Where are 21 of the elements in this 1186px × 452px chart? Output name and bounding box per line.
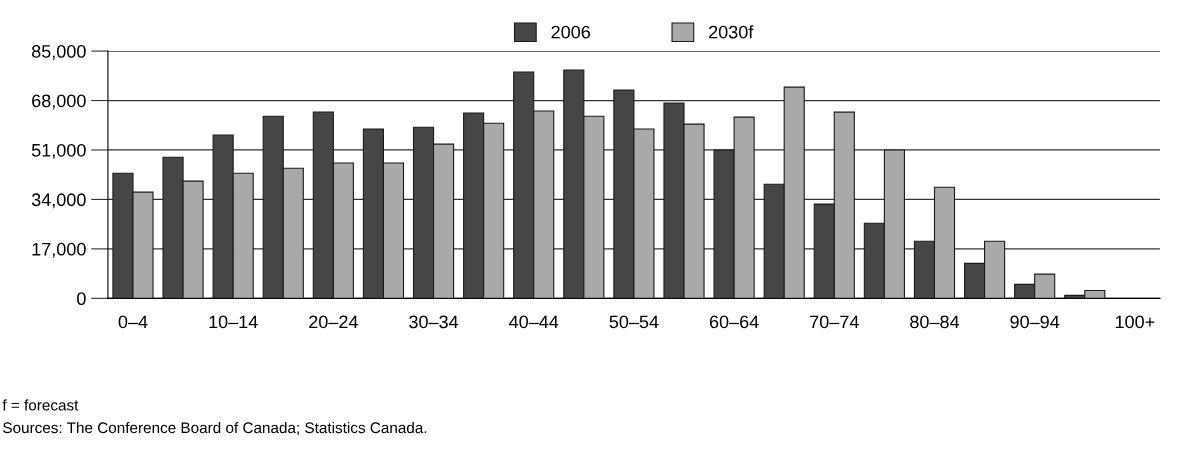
- x-tick-label: 30–34: [409, 315, 459, 329]
- x-tick-label: 10–14: [209, 315, 258, 329]
- x-tick-label: 60–64: [709, 315, 759, 329]
- y-tick-label: 34,000: [31, 193, 86, 209]
- x-tick-label: 50–54: [609, 315, 659, 329]
- y-tick-label: 0: [77, 292, 86, 306]
- legend-label: 2030f: [709, 25, 754, 39]
- x-tick-label: 40–44: [509, 315, 559, 329]
- legend-label: 2006: [551, 25, 590, 39]
- x-tick-label: 80–84: [910, 315, 960, 329]
- y-tick-label: 51,000: [31, 143, 86, 159]
- x-tick-label: 90–94: [1010, 315, 1060, 329]
- y-tick-label: 68,000: [32, 94, 86, 110]
- x-tick-label: 100+: [1115, 315, 1155, 329]
- x-tick-label: 20–24: [309, 315, 358, 329]
- x-tick-label: 70–74: [810, 315, 859, 329]
- y-tick-label: 85,000: [31, 45, 86, 60]
- y-tick-label: 17,000: [32, 242, 86, 258]
- text: f = forecast: [2, 399, 79, 411]
- x-tick-label: 0–4: [118, 315, 148, 329]
- source-note: Sources: The Conference Board of Canada; Statistics Canada.: [3, 421, 427, 435]
